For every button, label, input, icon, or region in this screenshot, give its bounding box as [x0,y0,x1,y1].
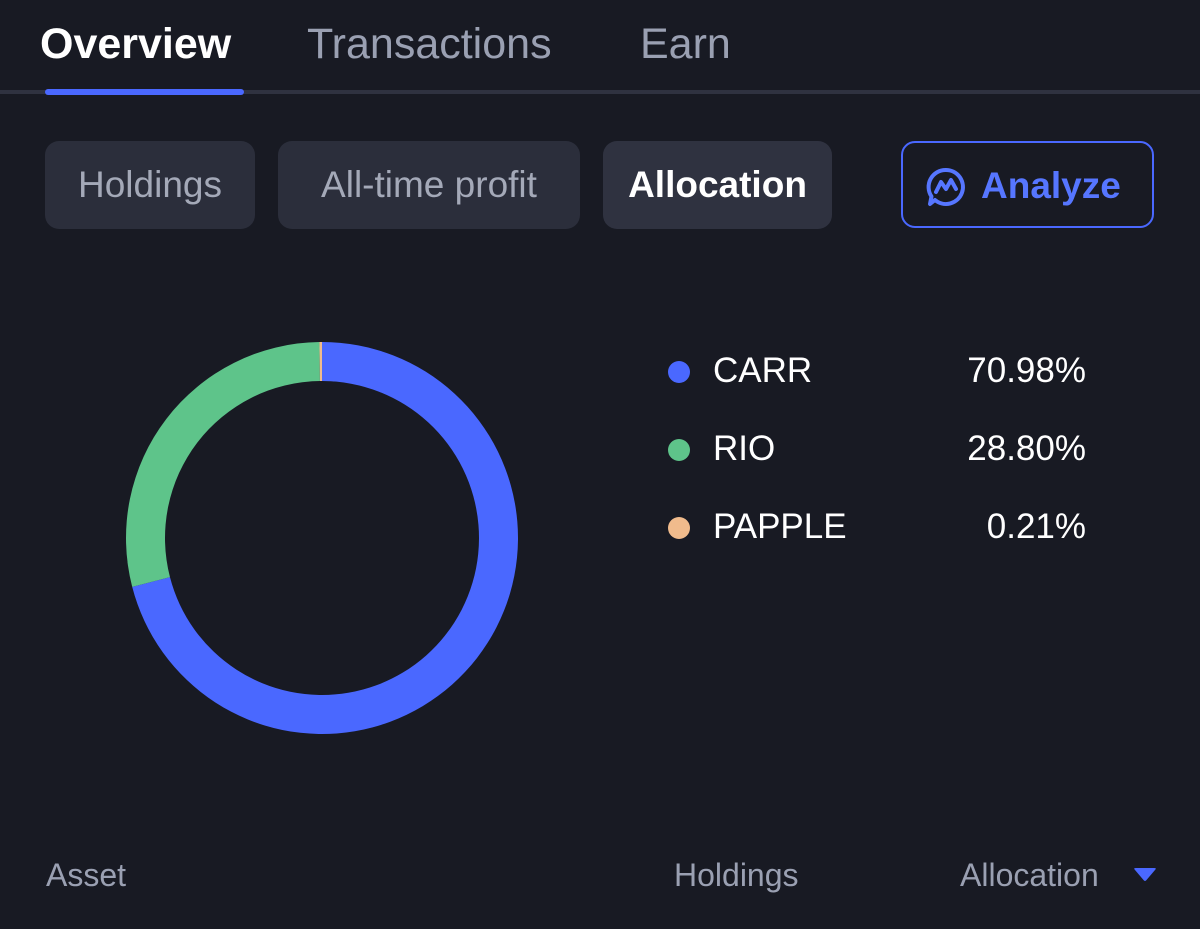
tab-overview[interactable]: Overview [40,20,232,68]
legend-label-rio: RIO [713,429,776,468]
analyze-chat-icon [926,167,965,206]
legend-item-rio: RIO 28.80% [660,418,1100,496]
legend-item-carr: CARR 70.98% [660,340,1100,418]
tab-earn[interactable]: Earn [640,20,731,68]
segment-allocation[interactable]: Allocation [603,141,832,229]
tabs-divider [0,90,1200,94]
column-header-allocation[interactable]: Allocation [960,857,1099,893]
segment-holdings[interactable]: Holdings [45,141,255,229]
allocation-donut-chart [125,342,519,734]
legend-value-carr: 70.98% [967,351,1086,390]
legend-dot-rio [668,439,690,461]
analyze-button[interactable]: Analyze [901,141,1154,228]
legend-label-carr: CARR [713,351,813,390]
analyze-label: Analyze [981,165,1121,206]
legend-label-papple: PAPPLE [713,507,847,546]
tab-transactions[interactable]: Transactions [307,20,552,68]
legend-value-papple: 0.21% [986,507,1086,546]
chart-legend: CARR 70.98% RIO 28.80% PAPPLE 0.21% [660,340,1100,574]
legend-item-papple: PAPPLE 0.21% [660,496,1100,574]
legend-value-rio: 28.80% [967,429,1086,468]
legend-dot-papple [668,517,690,539]
donut-slice-rio [125,342,320,587]
donut-slice-papple [319,342,322,382]
caret-down-icon[interactable] [1133,867,1157,883]
top-tabs: Overview Transactions Earn [0,0,1200,95]
active-tab-indicator [45,89,244,95]
segment-all-time-profit[interactable]: All-time profit [278,141,580,229]
legend-dot-carr [668,361,690,383]
column-header-holdings[interactable]: Holdings [674,857,799,893]
column-header-asset[interactable]: Asset [46,857,127,893]
